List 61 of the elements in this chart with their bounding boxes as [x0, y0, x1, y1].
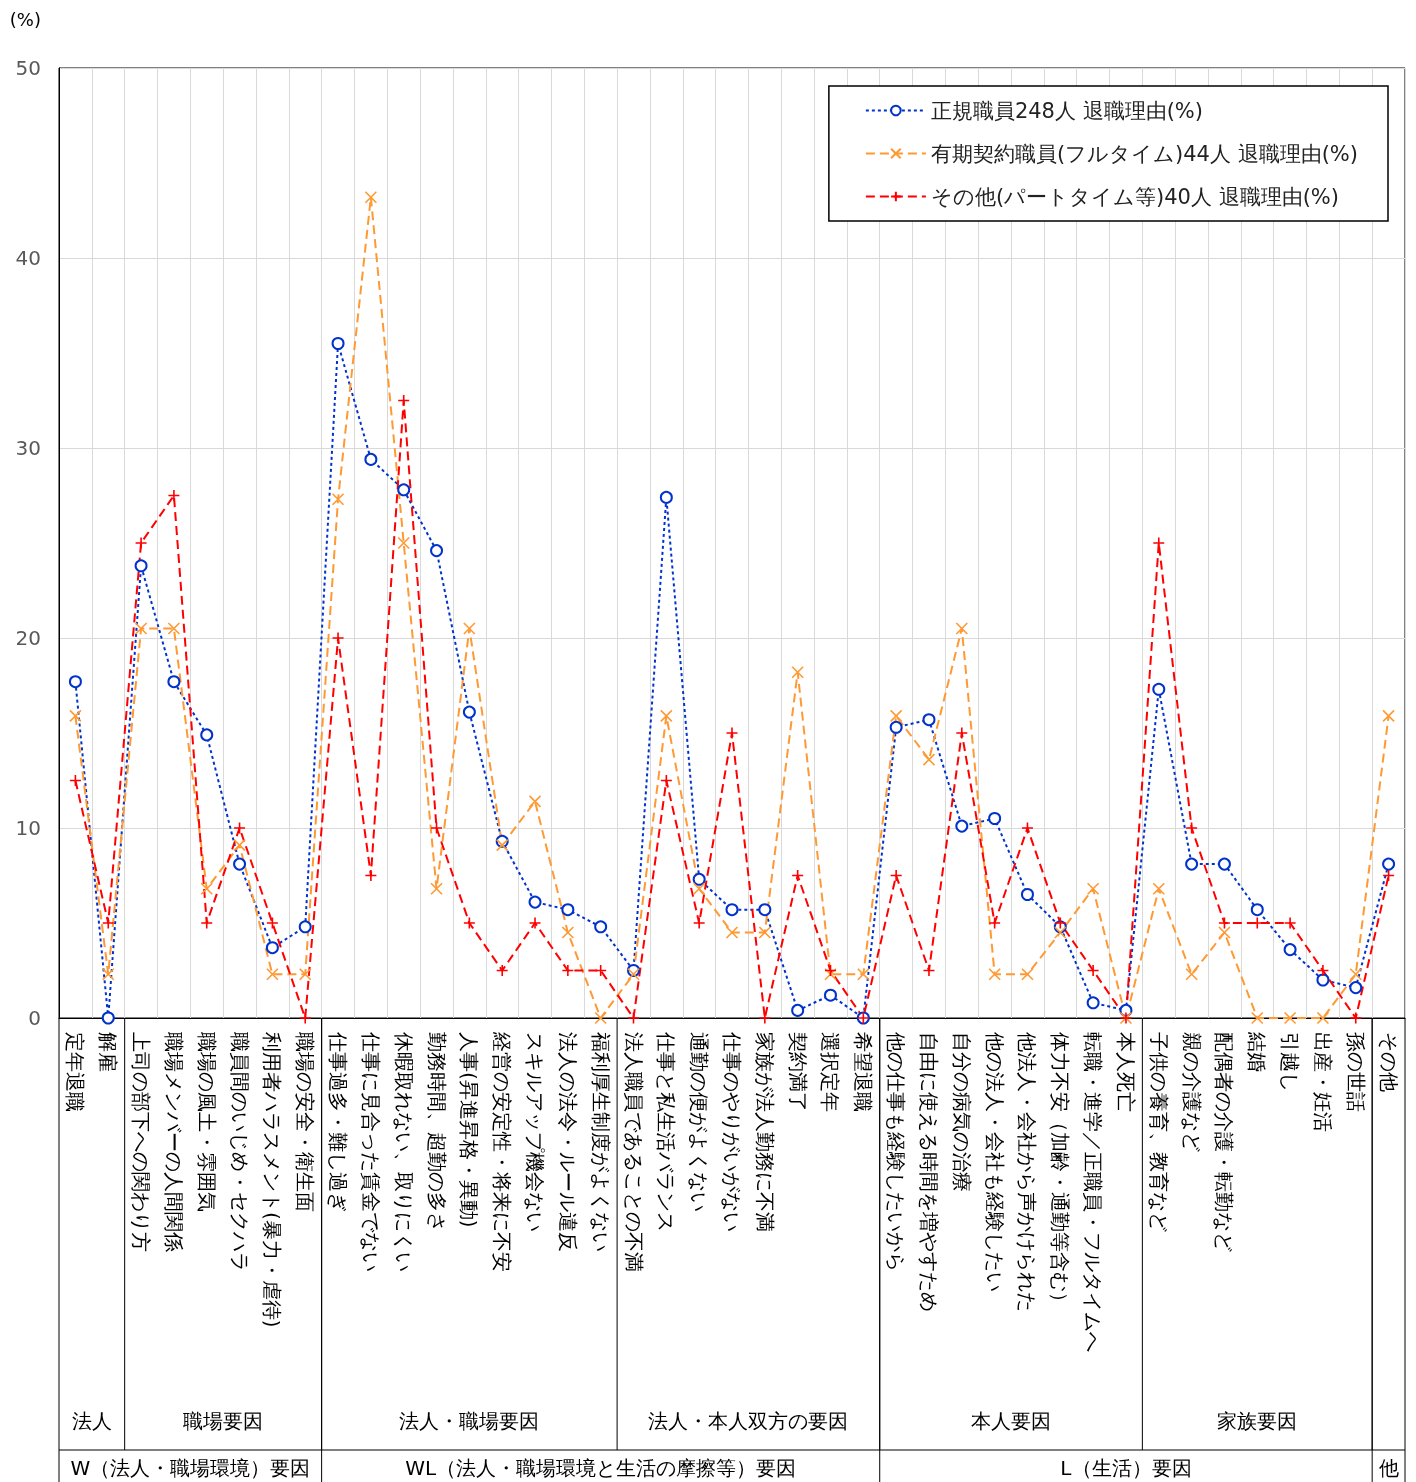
x-tick-label: 孫の世話: [1343, 1032, 1368, 1112]
x-tick-label: 法人の法令・ルール違反: [555, 1032, 580, 1252]
x-tick-label: 職場の安全・衛生面: [293, 1032, 318, 1212]
x-tick-label: 職場の風土・雰囲気: [194, 1032, 219, 1212]
x-tick-label: 他の法人・会社も経験したい: [982, 1032, 1007, 1292]
legend-label: 正規職員248人 退職理由(%): [930, 98, 1203, 123]
y-tick-label: 10: [15, 816, 41, 840]
x-tick-label: 他の仕事も経験したいから: [884, 1032, 909, 1272]
x-tick-label: 定年退職: [63, 1032, 88, 1112]
x-tick-label: 職場メンバーの人間関係: [161, 1032, 186, 1252]
x-tick-label: 希望退職: [851, 1032, 876, 1112]
x-tick-label: 上司の部下への関わり方: [129, 1032, 154, 1252]
x-tick-label: 引越し: [1278, 1032, 1303, 1092]
x-tick-label: スキルアップ機会ない: [523, 1032, 548, 1232]
x-tick-label: 子供の養育、教育など: [1146, 1032, 1171, 1232]
x-tick-label: 親の介護など: [1179, 1032, 1204, 1152]
x-tick-label: 選択定年: [818, 1032, 843, 1112]
x-tick-label: 出産・妊活: [1310, 1032, 1335, 1132]
x-tick-label: 仕事に見合った賃金でない: [358, 1031, 383, 1272]
text: 本人要因: [971, 1409, 1052, 1433]
x-tick-label: 人事(昇進昇格・異動): [457, 1032, 482, 1228]
x-tick-label: 福利厚生制度がよくない: [588, 1032, 613, 1252]
x-tick-label: 仕事と私生活バランス: [654, 1031, 679, 1232]
x-tick-label: 体力不安（加齢・通勤等含む）: [1048, 1032, 1073, 1312]
x-tick-label: 仕事過多・難し過ぎ: [326, 1031, 351, 1212]
x-tick-label: 配偶者の介護・転勤など: [1212, 1032, 1237, 1252]
text: 家族要因: [1217, 1409, 1298, 1433]
x-tick-label: 職員間のいじめ・セクハラ: [227, 1032, 252, 1272]
x-tick-label: 本人死亡: [1113, 1032, 1138, 1112]
x-tick-label: 契約満了: [785, 1032, 810, 1112]
text: WL（法人・職場環境と生活の摩擦等）要因: [405, 1456, 797, 1480]
legend-label: その他(パートタイム等)40人 退職理由(%): [930, 184, 1339, 209]
y-tick-label: 40: [15, 246, 41, 270]
text: 法人: [71, 1409, 112, 1433]
y-tick-label: 0: [28, 1006, 41, 1030]
x-tick-label: 利用者ハラスメント(暴力・虐待): [260, 1032, 285, 1328]
y-tick-label: 50: [15, 56, 41, 80]
x-tick-label: 休暇取れない、取りにくい: [391, 1032, 416, 1272]
x-tick-label: 転職・進学／正職員・フルタイムへ: [1081, 1032, 1106, 1352]
text: 職場要因: [183, 1409, 264, 1433]
x-tick-label: 通勤の便がよくない: [687, 1032, 712, 1212]
y-tick-label: 30: [15, 436, 41, 460]
x-tick-label: 仕事のやりがいがない: [720, 1031, 744, 1232]
x-tick-label: 自分の病気の治療: [949, 1032, 974, 1192]
x-tick-label: 自由に使える時間を増やすため: [916, 1032, 941, 1312]
text: W（法人・職場環境）要因: [70, 1456, 311, 1480]
text: 法人・本人双方の要因: [648, 1409, 849, 1433]
y-axis-title: (%): [9, 8, 41, 30]
y-tick-label: 20: [15, 626, 41, 650]
x-tick-label: 勤務時間、超勤の多さ: [424, 1032, 449, 1232]
x-tick-label: 法人職員であることの不満: [621, 1032, 646, 1272]
text: 他: [1378, 1456, 1399, 1480]
x-tick-label: その他: [1376, 1032, 1401, 1092]
text: 法人・職場要因: [399, 1409, 540, 1433]
x-tick-label: 経営の安定性・将来に不安: [490, 1031, 515, 1272]
x-tick-label: 家族が法人勤務に不満: [752, 1032, 777, 1232]
legend-label: 有期契約職員(フルタイム)44人 退職理由(%): [930, 141, 1358, 166]
x-tick-label: 結婚: [1245, 1031, 1270, 1072]
x-tick-label: 解雇: [96, 1032, 121, 1072]
text: L（生活）要因: [1060, 1456, 1192, 1480]
x-tick-label: 他法人・会社から声かけられた: [1015, 1032, 1040, 1312]
